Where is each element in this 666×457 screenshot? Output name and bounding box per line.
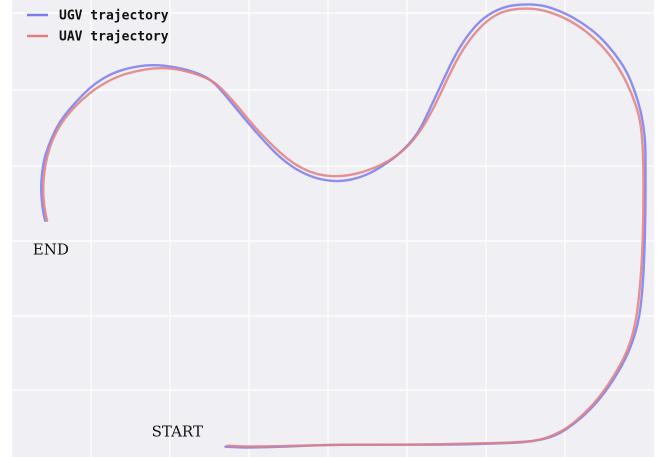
series-line-uav-trajectory [42, 7, 645, 448]
grid [12, 0, 654, 457]
legend: UGV trajectory UAV trajectory [27, 9, 169, 45]
legend-label: UAV trajectory [59, 30, 169, 45]
series-layer [40, 3, 647, 449]
annotation-layer: END START [33, 241, 203, 441]
legend-label: UGV trajectory [59, 9, 169, 24]
annotation-start: START [152, 422, 203, 440]
plot-background [12, 0, 654, 457]
annotation-end: END [33, 241, 69, 259]
